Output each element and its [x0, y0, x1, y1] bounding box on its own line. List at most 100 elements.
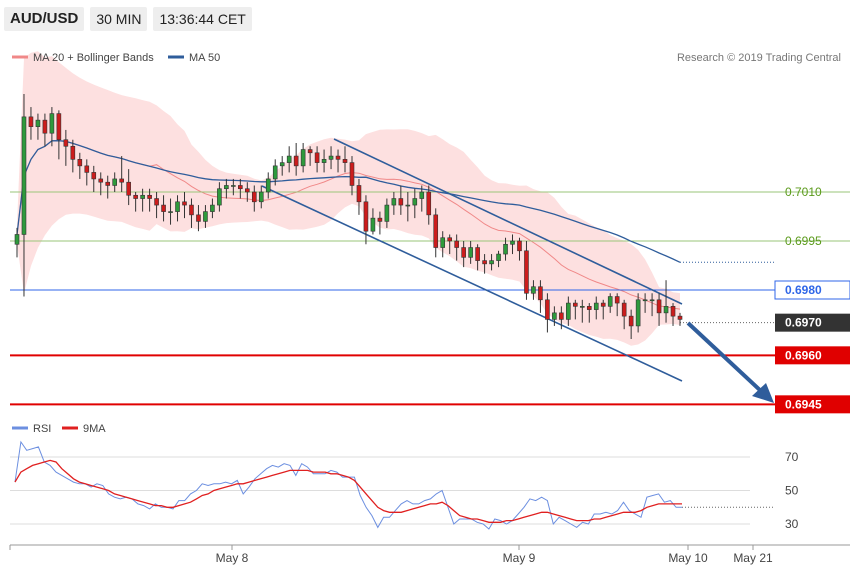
candle — [335, 149, 341, 173]
chart-header: AUD/USD 30 MIN 13:36:44 CET — [4, 6, 252, 32]
candle — [49, 107, 55, 147]
candle — [586, 303, 592, 323]
candle — [307, 146, 313, 166]
candle — [566, 296, 571, 326]
symbol-label[interactable]: AUD/USD — [4, 7, 85, 31]
candle — [314, 146, 320, 173]
candle — [21, 94, 27, 297]
resistance-label: 0.7010 — [785, 185, 822, 199]
candle — [133, 192, 138, 212]
timeframe-label[interactable]: 30 MIN — [90, 7, 148, 31]
support-label-box — [775, 395, 850, 414]
candle — [433, 208, 439, 258]
candle — [405, 192, 411, 222]
time-tick-label: May 10 — [668, 551, 708, 565]
candle — [524, 241, 529, 300]
candle — [245, 182, 250, 202]
candle — [84, 159, 90, 186]
candle — [573, 299, 578, 320]
candle — [363, 195, 369, 245]
candle — [621, 299, 627, 330]
candle — [384, 198, 390, 228]
candle — [112, 172, 118, 192]
candle — [496, 250, 501, 268]
candle — [161, 195, 166, 222]
candle — [328, 146, 334, 170]
candle — [391, 192, 397, 215]
time-tick-label: May 9 — [503, 551, 536, 565]
candle — [42, 113, 48, 147]
candle — [28, 107, 34, 140]
time-tick-label: May 8 — [216, 551, 249, 565]
support-label: 0.6960 — [785, 348, 822, 362]
candle — [154, 192, 159, 219]
candle — [349, 156, 355, 196]
chart-legend: MA 20 + Bollinger Bands MA 50 — [12, 52, 220, 64]
candle — [77, 152, 83, 179]
rsi-legend-label: RSI — [33, 423, 51, 435]
candle — [559, 306, 564, 330]
candle — [447, 234, 452, 255]
bollinger-band-fill — [17, 51, 680, 346]
candle — [105, 175, 111, 199]
candle — [189, 198, 194, 228]
candle — [168, 198, 173, 225]
bb-legend-label: MA 20 + Bollinger Bands — [33, 52, 154, 64]
candle — [300, 143, 306, 173]
candle — [552, 306, 557, 326]
candle — [265, 172, 271, 199]
candle — [251, 185, 257, 212]
candle — [419, 185, 425, 212]
candle — [670, 303, 676, 326]
candle — [140, 188, 145, 212]
support-label: 0.6945 — [785, 397, 822, 411]
rsi-legend: RSI 9MA — [12, 423, 106, 435]
candle — [286, 146, 292, 173]
candle — [440, 231, 446, 258]
arrow-head-icon — [752, 383, 774, 403]
candle — [628, 309, 634, 339]
candle — [677, 312, 683, 326]
candle — [538, 280, 543, 313]
candle — [531, 280, 536, 300]
candle — [182, 192, 187, 219]
candle — [321, 149, 327, 173]
candle — [663, 280, 669, 323]
candle — [91, 165, 97, 192]
copyright-text: Research © 2019 Trading Central — [677, 52, 841, 64]
candle — [635, 293, 641, 333]
candle — [231, 178, 236, 196]
rsi-series — [14, 440, 775, 530]
level-labels: 0.7010 0.6995 0.6980 0.6970 0.6960 0.6945 — [774, 185, 850, 414]
candle — [70, 139, 76, 173]
candle — [56, 110, 62, 160]
rsi-tick-label: 70 — [785, 450, 799, 464]
ma50-legend-label: MA 50 — [189, 52, 220, 64]
candle — [147, 188, 152, 212]
candle — [258, 185, 264, 209]
candle — [593, 296, 599, 320]
current-price-label: 0.6970 — [785, 316, 822, 330]
candle — [293, 143, 299, 176]
candle — [426, 185, 432, 225]
candle — [126, 169, 131, 206]
candle — [454, 234, 459, 261]
candle — [517, 237, 522, 261]
candle — [482, 254, 487, 274]
ma9-legend-label: 9MA — [83, 423, 106, 435]
candle — [579, 299, 585, 323]
candle — [196, 205, 201, 232]
candle — [510, 234, 515, 255]
resistance-label: 0.6995 — [785, 234, 822, 248]
candle — [272, 159, 278, 186]
candle — [35, 113, 41, 140]
candle — [461, 241, 466, 268]
candle — [224, 178, 229, 199]
candle — [475, 244, 480, 271]
candle — [377, 211, 383, 235]
channel-lower-line — [261, 185, 683, 382]
channel-upper-line — [333, 138, 683, 305]
candle — [489, 254, 494, 271]
candle — [503, 237, 508, 261]
